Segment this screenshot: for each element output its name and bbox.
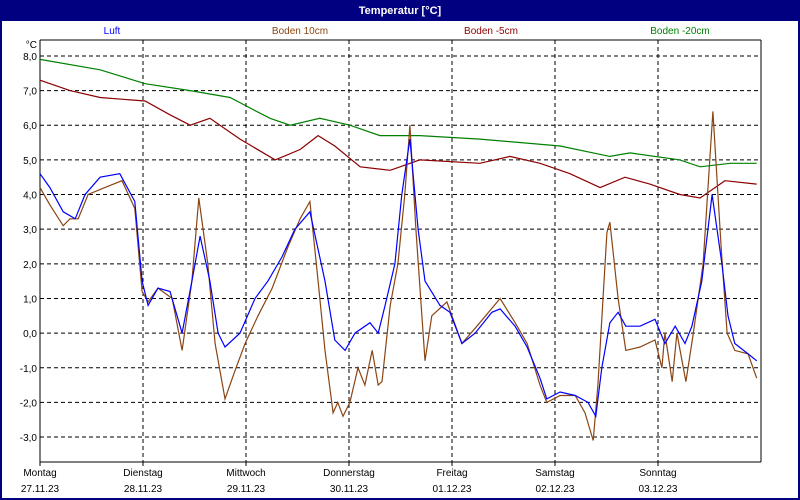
y-tick-label: 5,0 <box>23 156 37 167</box>
x-tick-date: 30.11.23 <box>330 484 369 495</box>
x-tick-date: 27.11.23 <box>21 484 60 495</box>
title-bar: Temperatur [°C] <box>2 2 798 21</box>
x-tick-date: 29.11.23 <box>227 484 266 495</box>
x-tick-date: 28.11.23 <box>124 484 163 495</box>
x-tick-day: Dienstag <box>123 468 162 479</box>
y-axis-unit: °C <box>26 40 37 51</box>
x-tick-day: Montag <box>23 468 56 479</box>
legend-boden-5cm: Boden -5cm <box>464 26 518 37</box>
y-tick-label: 6,0 <box>23 121 37 132</box>
series-line-boden-10cm <box>39 111 758 441</box>
x-tick-date: 01.12.23 <box>433 484 472 495</box>
y-tick-label: 0,0 <box>23 329 37 340</box>
legend-boden-10cm: Boden 10cm <box>272 26 328 37</box>
y-tick-label: 7,0 <box>23 87 37 98</box>
y-tick-label: 4,0 <box>23 191 37 202</box>
x-tick-day: Samstag <box>535 468 574 479</box>
y-tick-label: 2,0 <box>23 260 37 271</box>
y-tick-label: -3,0 <box>20 433 38 444</box>
y-tick-label: -2,0 <box>20 398 38 409</box>
x-tick-date: 03.12.23 <box>639 484 678 495</box>
y-tick-label: 8,0 <box>23 52 37 63</box>
legend-luft: Luft <box>104 26 121 37</box>
series-line-luft <box>39 139 758 419</box>
y-tick-label: 3,0 <box>23 225 37 236</box>
x-tick-day: Sonntag <box>639 468 676 479</box>
x-tick-date: 02.12.23 <box>536 484 575 495</box>
x-tick-day: Freitag <box>436 468 467 479</box>
x-tick-day: Mittwoch <box>226 468 265 479</box>
series-line-boden-20cm <box>39 58 757 168</box>
x-tick-day: Donnerstag <box>323 468 375 479</box>
y-tick-label: -1,0 <box>20 364 38 375</box>
series-line-boden-5cm <box>39 79 757 199</box>
y-tick-label: 1,0 <box>23 294 37 305</box>
legend-boden-20cm: Boden -20cm <box>650 26 709 37</box>
